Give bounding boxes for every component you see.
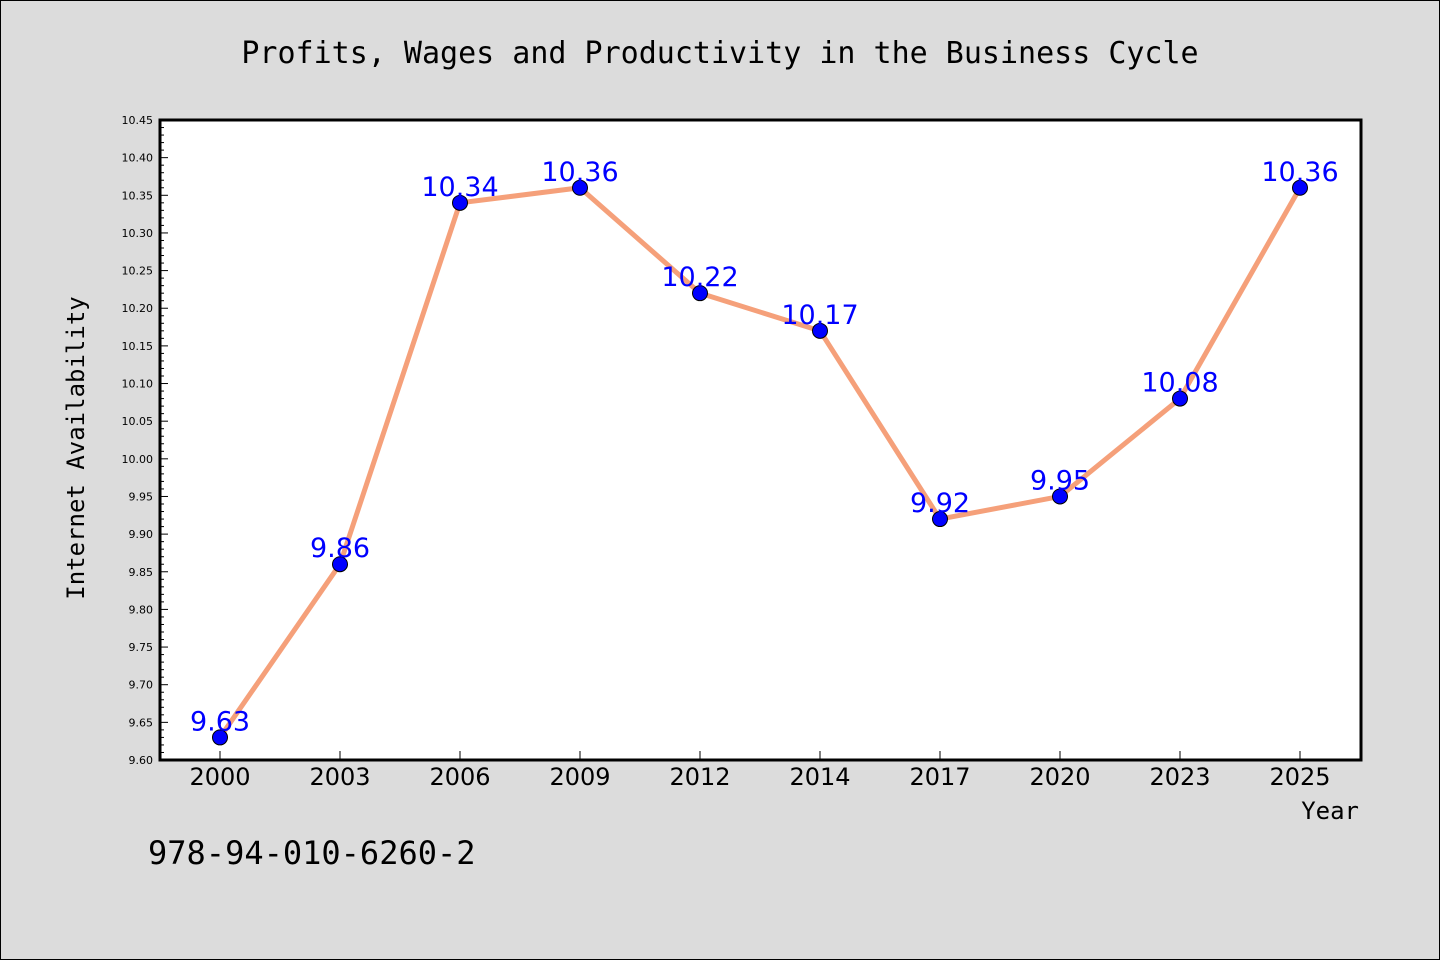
data-point xyxy=(1052,488,1068,505)
x-tick-label: 2006 xyxy=(429,763,490,791)
y-tick-label: 10.30 xyxy=(122,227,154,240)
data-point xyxy=(812,322,828,339)
y-tick-label: 9.80 xyxy=(129,603,154,616)
x-tick-label: 2023 xyxy=(1149,763,1210,791)
y-tick-label: 10.40 xyxy=(122,152,154,165)
x-tick-label: 2012 xyxy=(669,763,730,791)
x-tick-label: 2014 xyxy=(789,763,850,791)
series-line xyxy=(217,185,1303,740)
y-tick-label: 9.90 xyxy=(129,528,154,541)
x-tick-label: 2020 xyxy=(1029,763,1090,791)
y-axis-label: Internet Availability xyxy=(62,296,90,599)
chart-title: Profits, Wages and Productivity in the B… xyxy=(241,36,1198,71)
data-label: 10.34 xyxy=(421,172,498,203)
y-tick-label: 10.35 xyxy=(122,189,154,202)
x-tick-label: 2017 xyxy=(909,763,970,791)
data-label: 9.92 xyxy=(910,488,970,519)
y-tick-label: 10.05 xyxy=(122,415,154,428)
data-point xyxy=(332,556,348,573)
data-label: 10.08 xyxy=(1141,368,1218,399)
data-point xyxy=(572,179,588,196)
data-label: 9.63 xyxy=(190,706,250,737)
x-tick-label: 2000 xyxy=(189,763,250,791)
data-point xyxy=(692,285,708,302)
data-label: 9.86 xyxy=(310,533,370,564)
y-tick-label: 10.20 xyxy=(122,302,154,315)
y-tick-label: 10.45 xyxy=(122,114,154,127)
x-tick-label: 2009 xyxy=(549,763,610,791)
y-tick-label: 10.10 xyxy=(122,378,154,391)
data-label: 10.36 xyxy=(1261,157,1338,188)
data-point xyxy=(1292,179,1308,196)
x-axis: 2000 2003 2006 2009 2012 2014 2017 2020 2023 2025 xyxy=(189,751,1331,791)
y-axis: 9.60 9.65 9.70 9.75 9.80 9.85 9.90 9.95 10.00 10.… xyxy=(122,114,168,767)
data-point xyxy=(212,729,228,746)
y-tick-label: 9.65 xyxy=(129,716,154,729)
y-tick-label: 9.95 xyxy=(129,490,154,503)
y-tick-label: 9.75 xyxy=(129,641,154,654)
plot-area xyxy=(158,118,1363,762)
isbn-text: 978-94-010-6260-2 xyxy=(148,834,476,872)
y-tick-label: 10.00 xyxy=(122,453,154,466)
y-tick-label: 10.25 xyxy=(122,265,154,278)
data-label: 10.22 xyxy=(661,262,738,293)
data-label: 10.17 xyxy=(781,300,858,331)
data-label: 10.36 xyxy=(541,157,618,188)
series-layer: 9.63 9.86 10.34 10.36 10.22 10.17 9.92 9.95 10.0… xyxy=(190,157,1339,746)
y-tick-label: 10.15 xyxy=(122,340,154,353)
x-axis-label: Year xyxy=(1301,797,1359,825)
data-label: 9.95 xyxy=(1030,465,1090,496)
x-tick-label: 2003 xyxy=(309,763,370,791)
y-tick-label: 9.60 xyxy=(129,754,154,767)
data-point xyxy=(932,511,948,528)
y-tick-label: 9.70 xyxy=(129,679,154,692)
data-point xyxy=(1172,390,1188,407)
y-tick-label: 9.85 xyxy=(129,566,154,579)
data-point xyxy=(452,194,468,211)
x-tick-label: 2025 xyxy=(1269,763,1330,791)
